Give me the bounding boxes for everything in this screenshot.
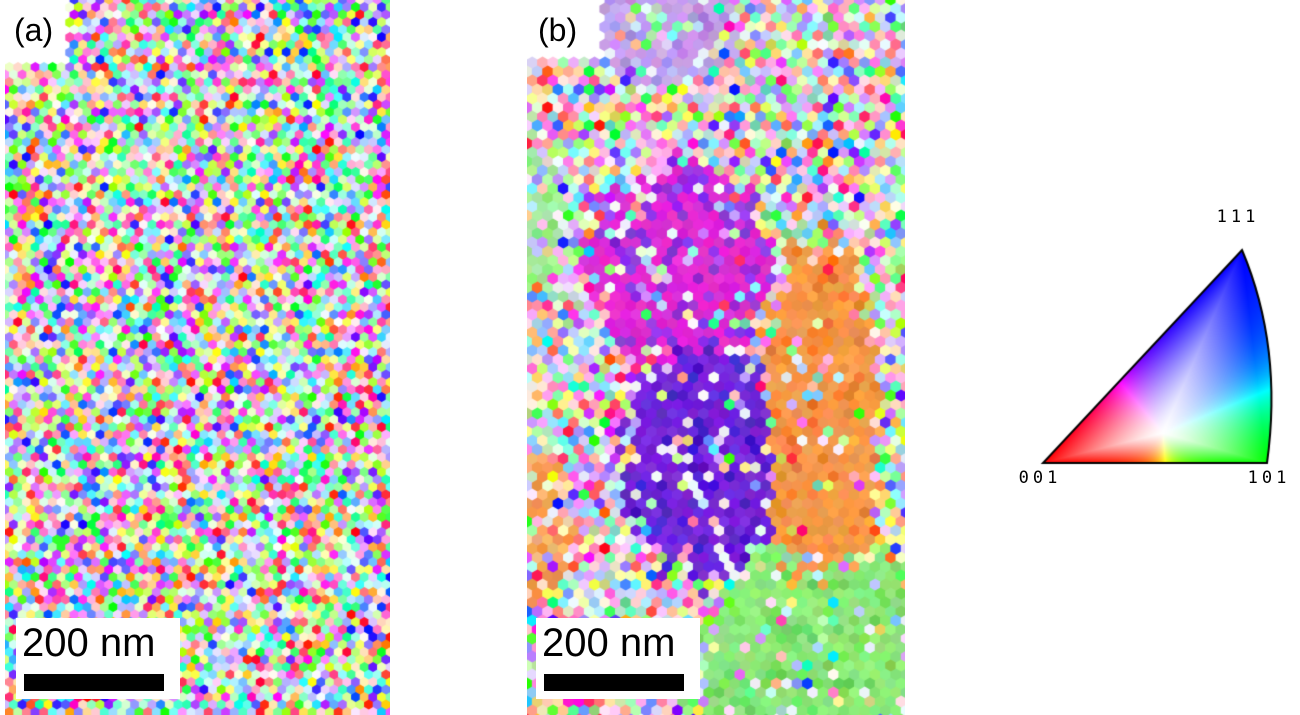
key-label-101: 101 bbox=[1247, 468, 1291, 488]
panel-b-label: (b) bbox=[538, 12, 578, 48]
key-label-001: 001 bbox=[1018, 468, 1062, 488]
panel-a-scalebar-bar bbox=[24, 674, 164, 691]
ipf-map-b bbox=[527, 0, 905, 715]
panel-a-scalebar: 200 nm bbox=[16, 618, 180, 699]
panel-b-scalebar: 200 nm bbox=[536, 618, 700, 699]
key-label-111: 111 bbox=[1216, 207, 1260, 227]
panel-a-scalebar-label: 200 nm bbox=[22, 621, 156, 665]
ipf-map-a bbox=[5, 0, 390, 715]
ipf-color-key-triangle bbox=[1015, 235, 1295, 480]
panel-b-scalebar-bar bbox=[544, 674, 684, 691]
panel-a-label: (a) bbox=[14, 12, 54, 48]
panel-b-scalebar-label: 200 nm bbox=[542, 621, 676, 665]
